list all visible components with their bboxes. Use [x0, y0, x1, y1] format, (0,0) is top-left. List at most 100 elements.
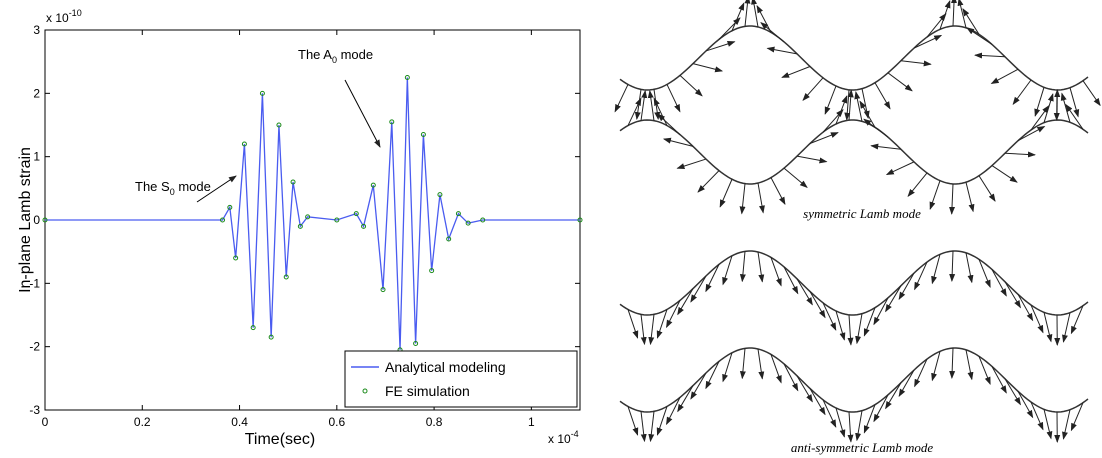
wave-arrow	[809, 132, 839, 144]
wave-arrow	[653, 89, 661, 121]
wave-arrow	[692, 63, 724, 73]
data-point	[233, 255, 239, 261]
y-tick-label: 3	[33, 23, 40, 37]
y-tick-label: -1	[29, 276, 40, 290]
wave-arrow	[847, 89, 854, 121]
wave-arrow	[991, 165, 1018, 183]
data-point	[480, 217, 486, 223]
wave-arrow	[739, 183, 746, 215]
data-point	[259, 90, 265, 96]
wave-arrow	[926, 12, 947, 38]
annotation-arrow	[344, 79, 381, 148]
wave-arrow	[914, 261, 928, 291]
data-point	[283, 274, 289, 280]
wave-arrow	[835, 95, 848, 125]
data-line	[45, 77, 580, 350]
wave-arrow	[844, 89, 851, 121]
wave-arrow	[873, 297, 889, 326]
wave-arrow	[950, 0, 957, 27]
wave-arrow	[648, 314, 655, 346]
wave-arrow	[781, 66, 811, 78]
wave-arrow	[1012, 79, 1032, 105]
annotation-sub: 0	[332, 55, 337, 65]
wave-arrow	[1030, 105, 1050, 131]
annotation-text: The A	[298, 47, 332, 62]
annotation: The A0 mode	[298, 47, 373, 65]
wave-arrow	[705, 264, 720, 293]
annotation-arrow	[196, 175, 237, 203]
wave-arrow	[757, 251, 765, 283]
y-tick-label: 1	[33, 150, 40, 164]
annotation-text: mode	[175, 179, 211, 194]
wave-arrow	[962, 8, 980, 35]
data-point	[305, 214, 311, 220]
annotation-sub: 0	[170, 187, 175, 197]
data-point	[370, 182, 376, 188]
wave-arrow	[662, 137, 694, 147]
wave-arrow	[1065, 103, 1084, 130]
wave-arrow	[802, 77, 824, 101]
wave-arrow	[822, 399, 837, 428]
y-tick-label: -3	[29, 403, 40, 417]
wave-arrow	[744, 0, 751, 27]
wave-arrow	[647, 89, 655, 121]
data-point	[437, 192, 443, 198]
wave-arrow	[770, 354, 782, 384]
wave-arrow	[809, 388, 826, 416]
wave-arrow	[627, 97, 642, 126]
x-tick-label: 1	[528, 415, 535, 429]
wave-arrow	[796, 155, 828, 164]
wave-arrow	[991, 366, 1007, 394]
data-point	[290, 179, 296, 185]
wave-arrow	[1017, 294, 1034, 322]
wave-arrow	[1082, 80, 1101, 107]
wave-arrow	[949, 183, 956, 215]
wave-arrow	[1043, 312, 1053, 343]
wave-arrow	[913, 35, 943, 49]
wave-arrow	[931, 351, 941, 382]
wave-arrow	[751, 0, 759, 28]
wave-arrow	[863, 118, 889, 138]
wave-arrow	[640, 411, 647, 443]
wave-arrow	[847, 314, 854, 346]
wave-arrow	[640, 314, 647, 346]
data-point	[389, 119, 395, 125]
wave-arrow	[666, 84, 681, 113]
wave-arrow	[705, 361, 720, 390]
data-point	[227, 204, 233, 210]
wave-arrow	[873, 394, 889, 423]
diagram-caption: symmetric Lamb mode	[803, 206, 921, 221]
wave-arrow	[656, 309, 668, 339]
wave-arrow	[690, 372, 707, 400]
data-point	[455, 211, 461, 217]
wave-arrow	[657, 113, 681, 135]
wave-arrow	[783, 266, 799, 295]
wave-arrow	[949, 251, 956, 283]
data-point	[241, 141, 247, 147]
wave-arrow	[760, 21, 785, 43]
wave-arrow	[966, 27, 993, 45]
wave-arrow	[1043, 93, 1054, 123]
wave-arrow	[887, 72, 913, 92]
wave-arrow	[739, 251, 746, 283]
y-multiplier-base: x 10	[46, 11, 69, 25]
x-multiplier: x 10-4	[548, 429, 579, 446]
data-point	[361, 223, 367, 229]
wave-arrow	[783, 167, 808, 189]
data-point	[380, 287, 386, 293]
y-tick-label: 2	[33, 86, 40, 100]
wave-arrow	[796, 375, 813, 403]
wave-arrow	[885, 161, 915, 175]
legend-label: FE simulation	[385, 383, 470, 399]
wave-arrow	[766, 46, 798, 55]
wave-arrow	[898, 272, 915, 301]
wave-arrow	[957, 0, 967, 28]
x-tick-label: 0.2	[134, 415, 151, 429]
wave-arrow	[757, 348, 765, 380]
data-point	[268, 334, 274, 340]
wave-arrow	[809, 291, 826, 319]
y-tick-label: -2	[29, 340, 40, 354]
wave-arrow	[854, 91, 863, 122]
wave-arrow	[900, 60, 932, 67]
wave-arrow	[1017, 126, 1046, 142]
